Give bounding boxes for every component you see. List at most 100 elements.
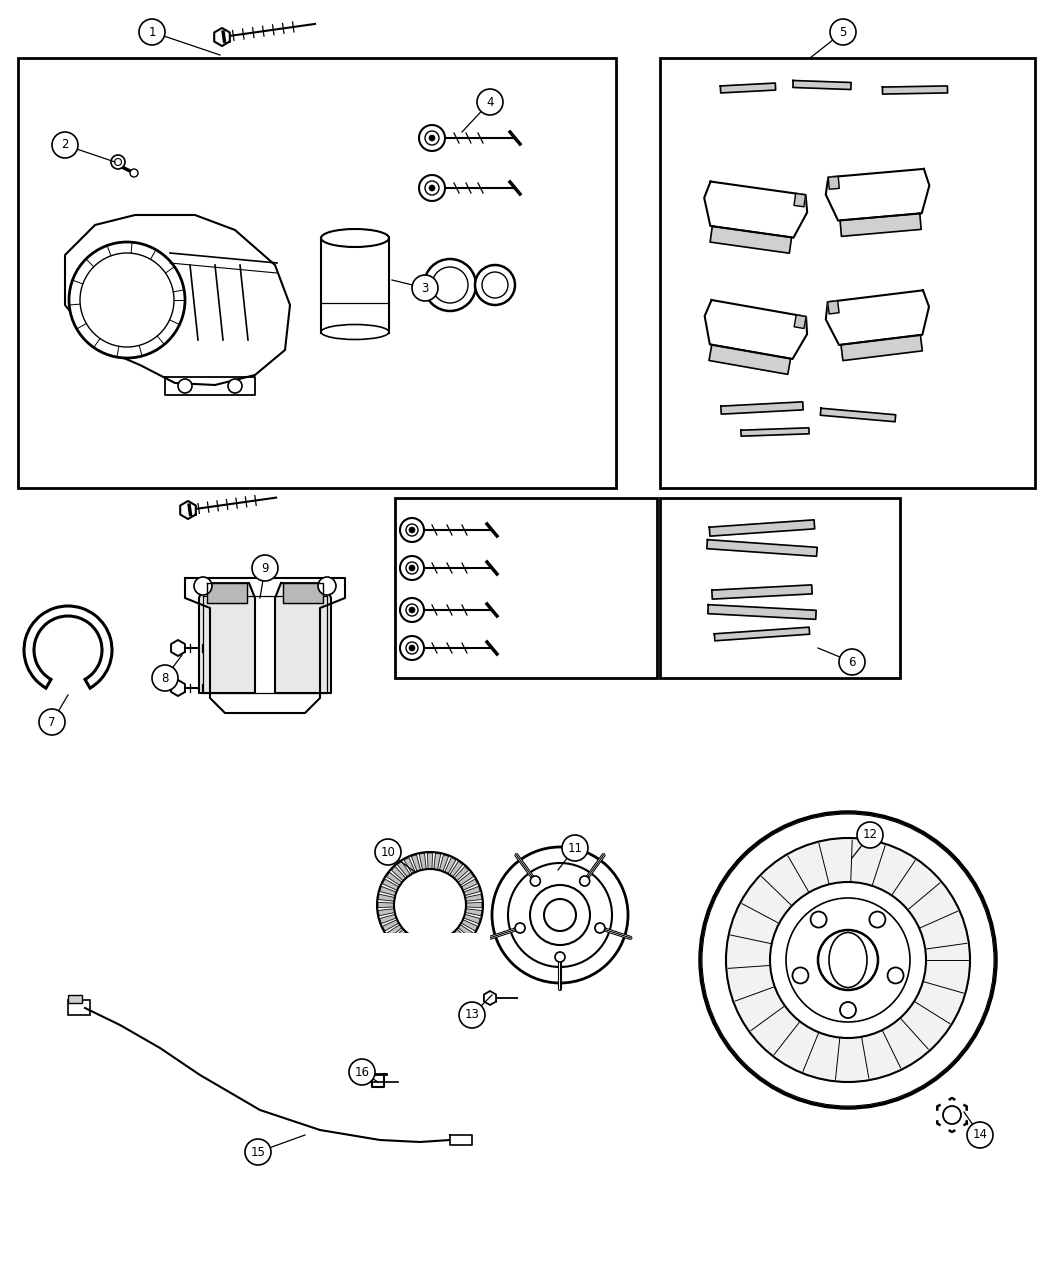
Circle shape — [139, 19, 165, 45]
Circle shape — [410, 565, 415, 571]
Polygon shape — [940, 1098, 949, 1105]
Text: 7: 7 — [48, 715, 56, 728]
Text: 13: 13 — [464, 1009, 480, 1021]
Circle shape — [406, 562, 418, 574]
Text: 6: 6 — [848, 655, 856, 668]
Polygon shape — [65, 215, 290, 385]
Circle shape — [111, 156, 125, 170]
Polygon shape — [450, 1135, 472, 1145]
Polygon shape — [275, 583, 331, 694]
Circle shape — [530, 876, 541, 886]
Polygon shape — [794, 194, 805, 207]
Polygon shape — [714, 627, 810, 641]
Polygon shape — [207, 583, 247, 603]
Polygon shape — [841, 335, 922, 361]
Polygon shape — [940, 1125, 949, 1132]
Circle shape — [80, 252, 174, 347]
Circle shape — [406, 524, 418, 536]
Ellipse shape — [424, 259, 476, 311]
Text: 2: 2 — [61, 139, 68, 152]
Bar — [321, 238, 388, 333]
Polygon shape — [449, 933, 463, 949]
Text: 16: 16 — [355, 1066, 370, 1079]
Polygon shape — [404, 936, 416, 952]
Polygon shape — [445, 858, 456, 873]
Polygon shape — [465, 909, 482, 915]
Polygon shape — [827, 301, 839, 314]
Polygon shape — [397, 933, 411, 949]
Circle shape — [508, 863, 612, 966]
Polygon shape — [185, 578, 345, 713]
Polygon shape — [705, 181, 807, 237]
Polygon shape — [284, 583, 323, 603]
Bar — [660, 499, 900, 678]
Circle shape — [39, 709, 65, 734]
Circle shape — [419, 175, 445, 201]
Polygon shape — [181, 501, 195, 519]
Polygon shape — [439, 938, 448, 955]
Circle shape — [967, 1122, 993, 1148]
Circle shape — [429, 135, 435, 142]
Circle shape — [770, 882, 926, 1038]
Polygon shape — [427, 941, 433, 958]
Polygon shape — [956, 1098, 965, 1105]
Polygon shape — [434, 940, 441, 956]
Ellipse shape — [321, 230, 388, 247]
Polygon shape — [710, 226, 792, 254]
Ellipse shape — [432, 266, 468, 303]
Circle shape — [130, 170, 138, 177]
Circle shape — [394, 870, 466, 941]
Polygon shape — [378, 894, 395, 901]
Polygon shape — [214, 28, 230, 46]
Polygon shape — [721, 402, 803, 414]
Polygon shape — [793, 80, 852, 89]
Circle shape — [477, 89, 503, 115]
Polygon shape — [934, 1111, 939, 1119]
Circle shape — [410, 645, 415, 652]
Polygon shape — [458, 872, 474, 885]
Polygon shape — [710, 520, 815, 537]
Circle shape — [406, 643, 418, 654]
Polygon shape — [412, 854, 421, 871]
Ellipse shape — [482, 272, 508, 298]
Polygon shape — [380, 914, 396, 923]
Polygon shape — [464, 914, 480, 923]
Circle shape — [786, 898, 910, 1023]
Polygon shape — [378, 909, 395, 915]
Text: 5: 5 — [839, 26, 846, 38]
Polygon shape — [203, 595, 327, 694]
Polygon shape — [882, 85, 947, 94]
Circle shape — [943, 1105, 961, 1125]
Polygon shape — [386, 924, 402, 937]
Polygon shape — [794, 315, 806, 329]
Polygon shape — [434, 853, 441, 870]
Circle shape — [811, 912, 826, 927]
Polygon shape — [454, 867, 468, 881]
Polygon shape — [458, 924, 474, 937]
Circle shape — [152, 666, 179, 691]
Circle shape — [459, 1002, 485, 1028]
Circle shape — [114, 158, 122, 166]
Circle shape — [419, 125, 445, 150]
Circle shape — [400, 636, 424, 660]
Circle shape — [793, 968, 808, 983]
Circle shape — [830, 19, 856, 45]
Bar — [68, 994, 82, 1003]
Polygon shape — [956, 1125, 965, 1132]
Polygon shape — [392, 867, 406, 881]
Circle shape — [245, 1139, 271, 1165]
Polygon shape — [454, 929, 468, 944]
Text: 12: 12 — [862, 829, 878, 842]
Circle shape — [887, 968, 904, 983]
Circle shape — [252, 555, 278, 581]
Polygon shape — [449, 862, 463, 877]
Circle shape — [178, 379, 192, 393]
Circle shape — [52, 133, 78, 158]
Polygon shape — [707, 539, 817, 556]
Circle shape — [429, 185, 435, 191]
Polygon shape — [965, 1111, 970, 1119]
Text: 14: 14 — [972, 1128, 987, 1141]
Circle shape — [492, 847, 628, 983]
Circle shape — [228, 379, 242, 393]
Polygon shape — [419, 853, 426, 870]
